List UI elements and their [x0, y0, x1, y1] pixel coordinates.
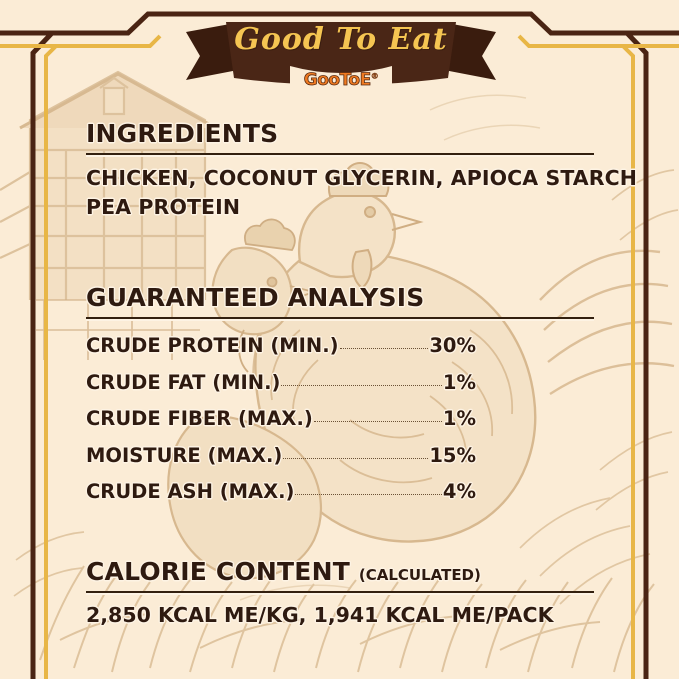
analysis-value: 1%: [442, 407, 476, 431]
analysis-label: CRUDE FIBER (MAX.): [86, 407, 313, 431]
brand-logo-text: GooToE: [303, 70, 371, 91]
calorie-value-line: 2,850 KCAL ME/KG, 1,941 KCAL ME/PACK: [86, 602, 554, 627]
analysis-row: CRUDE FIBER (MAX.) 1%: [86, 409, 476, 429]
ingredients-heading: INGREDIENTS: [86, 119, 279, 148]
calorie-heading-suffix: (CALCULATED): [358, 565, 481, 584]
analysis-label: CRUDE ASH (MAX.): [86, 480, 295, 504]
calorie-heading-text: CALORIE CONTENT: [86, 556, 350, 586]
analysis-row: CRUDE ASH (MAX.) 4%: [86, 482, 476, 502]
guaranteed-analysis-rule: [86, 317, 594, 320]
registered-trademark-icon: ®: [370, 71, 379, 81]
leader-dots: [281, 384, 442, 386]
ribbon-shape: [186, 22, 496, 90]
analysis-value: 1%: [442, 370, 476, 394]
calorie-content-heading: CALORIE CONTENT (CALCULATED): [86, 556, 594, 586]
ingredients-line: PEA PROTEIN: [86, 195, 241, 220]
analysis-value: 15%: [429, 443, 476, 467]
analysis-row: MOISTURE (MAX.) 15%: [86, 446, 476, 466]
ingredients-section: INGREDIENTS CHICKEN, COCONUT GLYCERIN, A…: [86, 119, 638, 222]
analysis-label: MOISTURE (MAX.): [86, 443, 283, 467]
analysis-label: CRUDE PROTEIN (MIN.): [86, 334, 339, 358]
banner-title: Good To Eat: [234, 22, 448, 57]
brand-logo: GooToE®: [186, 70, 496, 91]
analysis-row: CRUDE PROTEIN (MIN.) 30%: [86, 336, 476, 356]
brand-banner: Good To Eat GooToE®: [186, 18, 496, 90]
guaranteed-analysis-section: GUARANTEED ANALYSIS CRUDE PROTEIN (MIN.)…: [86, 284, 594, 502]
label-content: INGREDIENTS CHICKEN, COCONUT GLYCERIN, A…: [86, 119, 638, 629]
leader-dots: [313, 421, 442, 423]
calorie-content-section: CALORIE CONTENT (CALCULATED) 2,850 KCAL …: [86, 556, 594, 629]
ingredients-rule: [86, 153, 594, 155]
leader-dots: [295, 494, 442, 496]
analysis-row: CRUDE FAT (MIN.) 1%: [86, 373, 476, 393]
leader-dots: [283, 457, 429, 459]
analysis-value: 4%: [442, 480, 476, 504]
calorie-content-rule: [86, 590, 594, 593]
analysis-value: 30%: [429, 334, 476, 358]
leader-dots: [339, 348, 429, 350]
analysis-label: CRUDE FAT (MIN.): [86, 370, 281, 394]
guaranteed-analysis-heading: GUARANTEED ANALYSIS: [86, 283, 425, 313]
ingredients-line: CHICKEN, COCONUT GLYCERIN, APIOCA STARCH: [86, 166, 638, 190]
